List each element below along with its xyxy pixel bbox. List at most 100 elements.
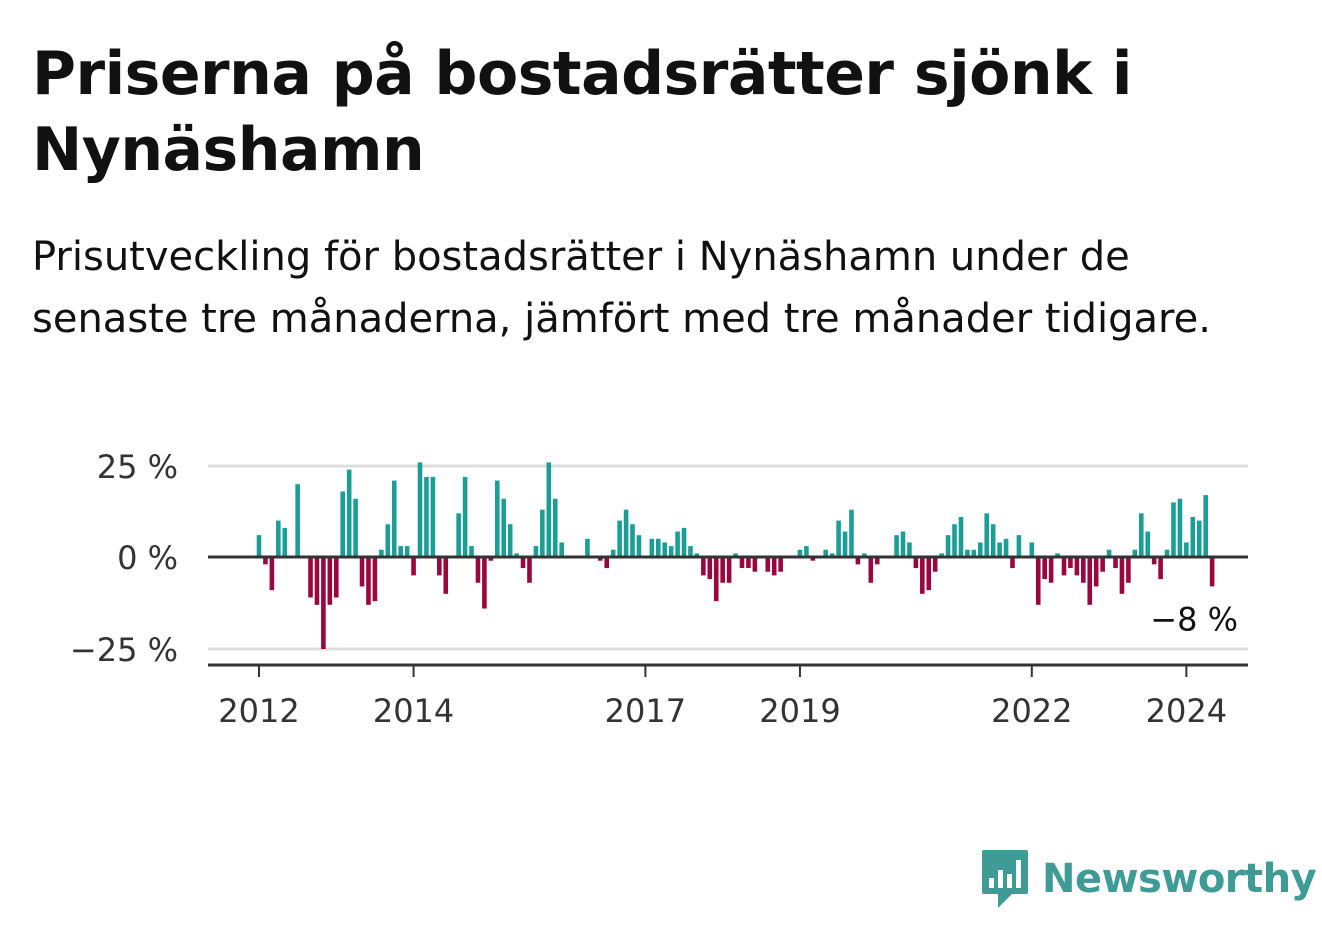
bar: [256, 535, 262, 557]
bar: [462, 476, 468, 557]
bar: [263, 557, 268, 565]
bar: [1048, 557, 1054, 583]
bar: [920, 557, 925, 594]
bar: [778, 557, 783, 572]
bar: [655, 538, 661, 557]
bar: [926, 557, 932, 591]
bar: [1184, 542, 1189, 557]
bar: [527, 557, 532, 583]
bar: [321, 557, 326, 649]
bar: [939, 553, 944, 557]
x-tick-label: 2022: [991, 692, 1072, 730]
bar: [1055, 553, 1060, 557]
x-tick-label: 2019: [759, 692, 840, 730]
bar: [804, 546, 809, 557]
bar: [1087, 557, 1093, 605]
bar: [662, 542, 668, 557]
bar: [836, 520, 841, 557]
bar: [346, 469, 352, 557]
bar: [668, 546, 674, 557]
bar: [1042, 557, 1047, 580]
bar: [965, 549, 970, 557]
bar: [391, 480, 397, 557]
bar: [295, 484, 300, 557]
x-tick-label: 2012: [218, 692, 299, 730]
bar: [1151, 557, 1157, 565]
bar: [475, 557, 481, 583]
bar: [546, 462, 552, 557]
bar: [333, 557, 339, 598]
brand-name: Newsworthy: [1042, 856, 1317, 902]
bar: [630, 524, 635, 557]
bar: [507, 524, 513, 557]
bar: [1126, 557, 1131, 583]
bar: [1119, 557, 1125, 594]
chart-title: Priserna på bostadsrätter sjönk i Nynäsh…: [32, 39, 1132, 185]
bar: [430, 476, 436, 557]
bar: [720, 557, 725, 583]
bar: [746, 557, 751, 569]
bar: [540, 509, 545, 557]
bar-chart: 25 % 0 % −25 % 2012 2014 2017 2019 2022 2024 −8 %: [70, 448, 1248, 730]
bar: [990, 524, 996, 557]
bar: [520, 557, 526, 569]
bar: [849, 509, 854, 557]
bar: [437, 557, 442, 576]
bar: [688, 546, 693, 557]
bar: [1203, 495, 1208, 557]
bar: [1100, 557, 1105, 572]
newsworthy-logo: Newsworthy: [980, 848, 1317, 910]
bar: [1138, 513, 1144, 557]
bar: [1074, 557, 1080, 576]
bar: [1081, 557, 1086, 583]
bar: [424, 476, 429, 557]
bar: [282, 527, 288, 557]
bar: [1164, 549, 1170, 557]
bar: [372, 557, 378, 602]
bar: [359, 557, 365, 587]
bar: [494, 480, 500, 557]
bars: [256, 462, 1215, 649]
bar: [340, 491, 346, 557]
bar: [900, 531, 906, 557]
newsworthy-bar-chart-icon: [982, 850, 1028, 908]
bar: [842, 531, 848, 557]
bar: [649, 538, 655, 557]
bar: [366, 557, 371, 605]
bar: [617, 520, 622, 557]
bar: [1113, 557, 1118, 569]
bar: [314, 557, 320, 605]
bar: [636, 535, 642, 557]
bar: [585, 538, 590, 557]
bar: [469, 546, 474, 557]
last-value-label: −8 %: [1150, 600, 1238, 638]
bar: [681, 527, 687, 557]
bar: [855, 557, 861, 565]
x-tick-label: 2017: [605, 692, 686, 730]
bar: [694, 553, 700, 557]
chart-subtitle: Prisutveckling för bostadsrätter i Nynäs…: [32, 234, 1211, 342]
bar: [726, 557, 732, 583]
bar: [398, 546, 403, 557]
bar: [1196, 520, 1202, 557]
bar: [610, 549, 616, 557]
bar: [1171, 502, 1176, 557]
bar: [713, 557, 719, 602]
bar: [269, 557, 275, 591]
y-tick-label: 25 %: [97, 448, 178, 486]
bar: [752, 557, 758, 572]
bar: [701, 557, 706, 576]
bar: [1209, 557, 1215, 587]
bar: [874, 557, 880, 565]
bar: [997, 542, 1002, 557]
bar: [385, 524, 391, 557]
bar: [533, 546, 539, 557]
x-tick-label: 2024: [1146, 692, 1227, 730]
bar: [1132, 549, 1138, 557]
bar: [353, 498, 358, 557]
bar: [456, 513, 461, 557]
bar: [977, 542, 983, 557]
bar: [1016, 535, 1022, 557]
bar: [308, 557, 313, 598]
bar: [604, 557, 610, 569]
